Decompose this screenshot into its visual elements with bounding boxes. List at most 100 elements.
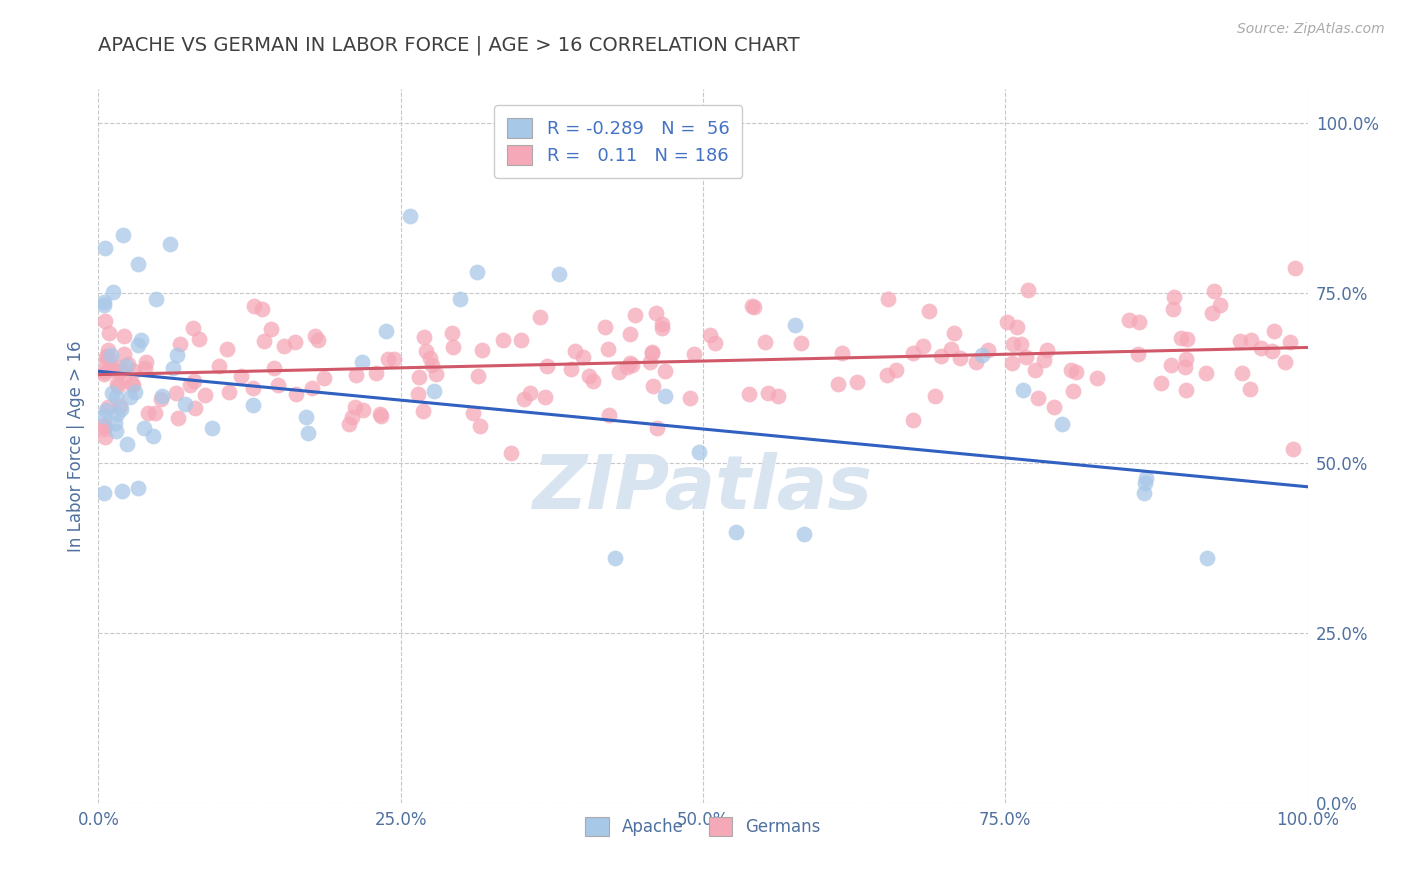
Point	[93, 295, 115, 310]
Point	[284, 386, 307, 401]
Point	[94, 241, 117, 255]
Point	[509, 333, 531, 347]
Point	[1163, 301, 1185, 316]
Point	[1017, 283, 1039, 297]
Point	[492, 334, 515, 348]
Point	[135, 354, 157, 368]
Point	[352, 355, 374, 369]
Point	[1279, 334, 1302, 349]
Point	[136, 406, 159, 420]
Point	[124, 384, 146, 399]
Point	[169, 336, 191, 351]
Point	[93, 429, 115, 443]
Point	[1024, 363, 1046, 377]
Point	[408, 369, 430, 384]
Text: APACHE VS GERMAN IN LABOR FORCE | AGE > 16 CORRELATION CHART: APACHE VS GERMAN IN LABOR FORCE | AGE > …	[98, 36, 800, 55]
Point	[564, 344, 586, 359]
Point	[382, 351, 405, 366]
Point	[94, 419, 117, 434]
Point	[529, 310, 551, 324]
Point	[1015, 351, 1038, 365]
Point	[121, 377, 143, 392]
Point	[1028, 391, 1050, 405]
Point	[127, 338, 149, 352]
Point	[1201, 305, 1223, 319]
Point	[94, 313, 117, 327]
Text: ZIPatlas: ZIPatlas	[533, 452, 873, 525]
Point	[970, 348, 993, 362]
Point	[846, 376, 869, 390]
Point	[1284, 261, 1306, 276]
Point	[304, 328, 326, 343]
Point	[756, 385, 779, 400]
Point	[468, 419, 491, 434]
Point	[440, 326, 463, 340]
Point	[929, 349, 952, 363]
Point	[965, 355, 987, 369]
Point	[173, 397, 195, 411]
Point	[560, 361, 582, 376]
Point	[375, 324, 398, 338]
Point	[121, 378, 143, 392]
Point	[1118, 313, 1140, 327]
Point	[941, 342, 963, 356]
Point	[876, 368, 898, 383]
Point	[1001, 356, 1024, 370]
Point	[624, 309, 647, 323]
Point	[1175, 351, 1198, 366]
Point	[93, 367, 115, 381]
Point	[250, 301, 273, 316]
Point	[159, 237, 181, 252]
Point	[117, 357, 139, 371]
Point	[519, 386, 541, 401]
Point	[704, 335, 727, 350]
Point	[699, 328, 721, 343]
Point	[344, 368, 367, 382]
Point	[215, 342, 238, 356]
Point	[104, 390, 127, 404]
Point	[651, 320, 673, 334]
Point	[112, 370, 135, 384]
Point	[1036, 343, 1059, 357]
Point	[1126, 347, 1149, 361]
Point	[150, 389, 173, 403]
Point	[1010, 337, 1032, 351]
Point	[98, 354, 121, 368]
Point	[783, 318, 806, 332]
Point	[1128, 315, 1150, 329]
Point	[1230, 366, 1253, 380]
Point	[93, 486, 115, 500]
Point	[467, 369, 489, 384]
Point	[337, 417, 360, 432]
Point	[513, 392, 536, 406]
Point	[96, 350, 118, 364]
Point	[107, 379, 129, 393]
Point	[1170, 331, 1192, 345]
Point	[273, 339, 295, 353]
Point	[651, 317, 673, 331]
Point	[1085, 371, 1108, 385]
Point	[111, 483, 134, 498]
Point	[616, 360, 638, 375]
Point	[578, 368, 600, 383]
Point	[145, 292, 167, 306]
Point	[368, 407, 391, 421]
Point	[533, 390, 555, 404]
Point	[1042, 400, 1064, 414]
Point	[105, 407, 128, 421]
Point	[640, 355, 662, 369]
Point	[162, 360, 184, 375]
Point	[312, 371, 335, 385]
Point	[654, 389, 676, 403]
Point	[284, 335, 307, 350]
Point	[1229, 334, 1251, 349]
Point	[108, 399, 131, 413]
Point	[165, 386, 187, 401]
Point	[450, 292, 472, 306]
Point	[295, 409, 318, 424]
Point	[122, 364, 145, 378]
Point	[93, 422, 115, 436]
Point	[93, 365, 115, 379]
Point	[101, 385, 124, 400]
Point	[1133, 476, 1156, 491]
